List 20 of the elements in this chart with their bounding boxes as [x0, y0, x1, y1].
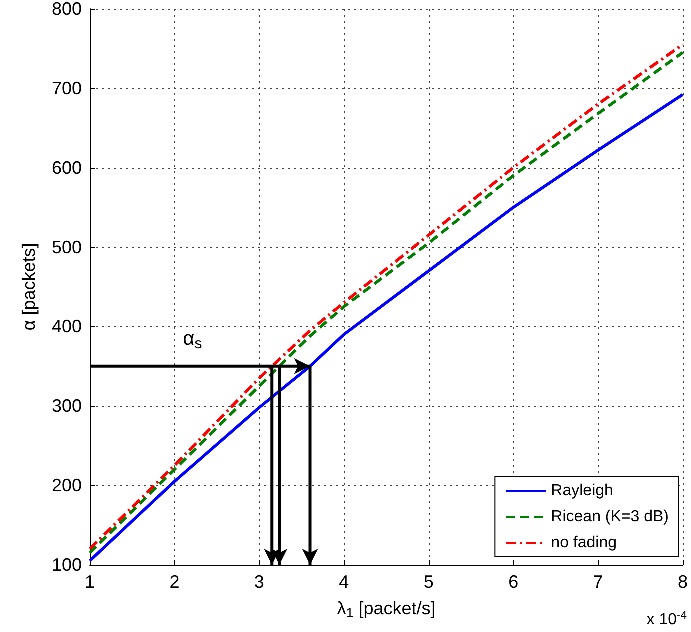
y-tick-label: 400	[52, 316, 82, 337]
legend-label: Ricean (K=3 dB)	[551, 508, 670, 526]
x-tick-label: 8	[678, 572, 688, 592]
x-tick-label: 5	[424, 572, 434, 592]
y-tick-label: 800	[52, 0, 82, 19]
y-tick-label: 300	[52, 396, 82, 416]
y-tick-label: 100	[52, 555, 82, 575]
y-axis-title: α [packets]	[19, 243, 39, 331]
x-tick-label: 6	[508, 572, 519, 592]
x-tick-label: 3	[254, 572, 264, 592]
y-tick-label: 200	[52, 476, 82, 496]
y-tick-label: 600	[52, 158, 82, 178]
legend-label: no fading	[551, 534, 618, 552]
y-tick-label: 500	[52, 237, 82, 258]
legend-label: Rayleigh	[551, 482, 614, 500]
x-tick-label: 1	[84, 572, 96, 592]
y-tick-label: 700	[52, 78, 82, 98]
x-tick-label: 2	[170, 572, 180, 592]
x-tick-label: 4	[339, 572, 350, 592]
x-tick-label: 7	[593, 572, 604, 592]
